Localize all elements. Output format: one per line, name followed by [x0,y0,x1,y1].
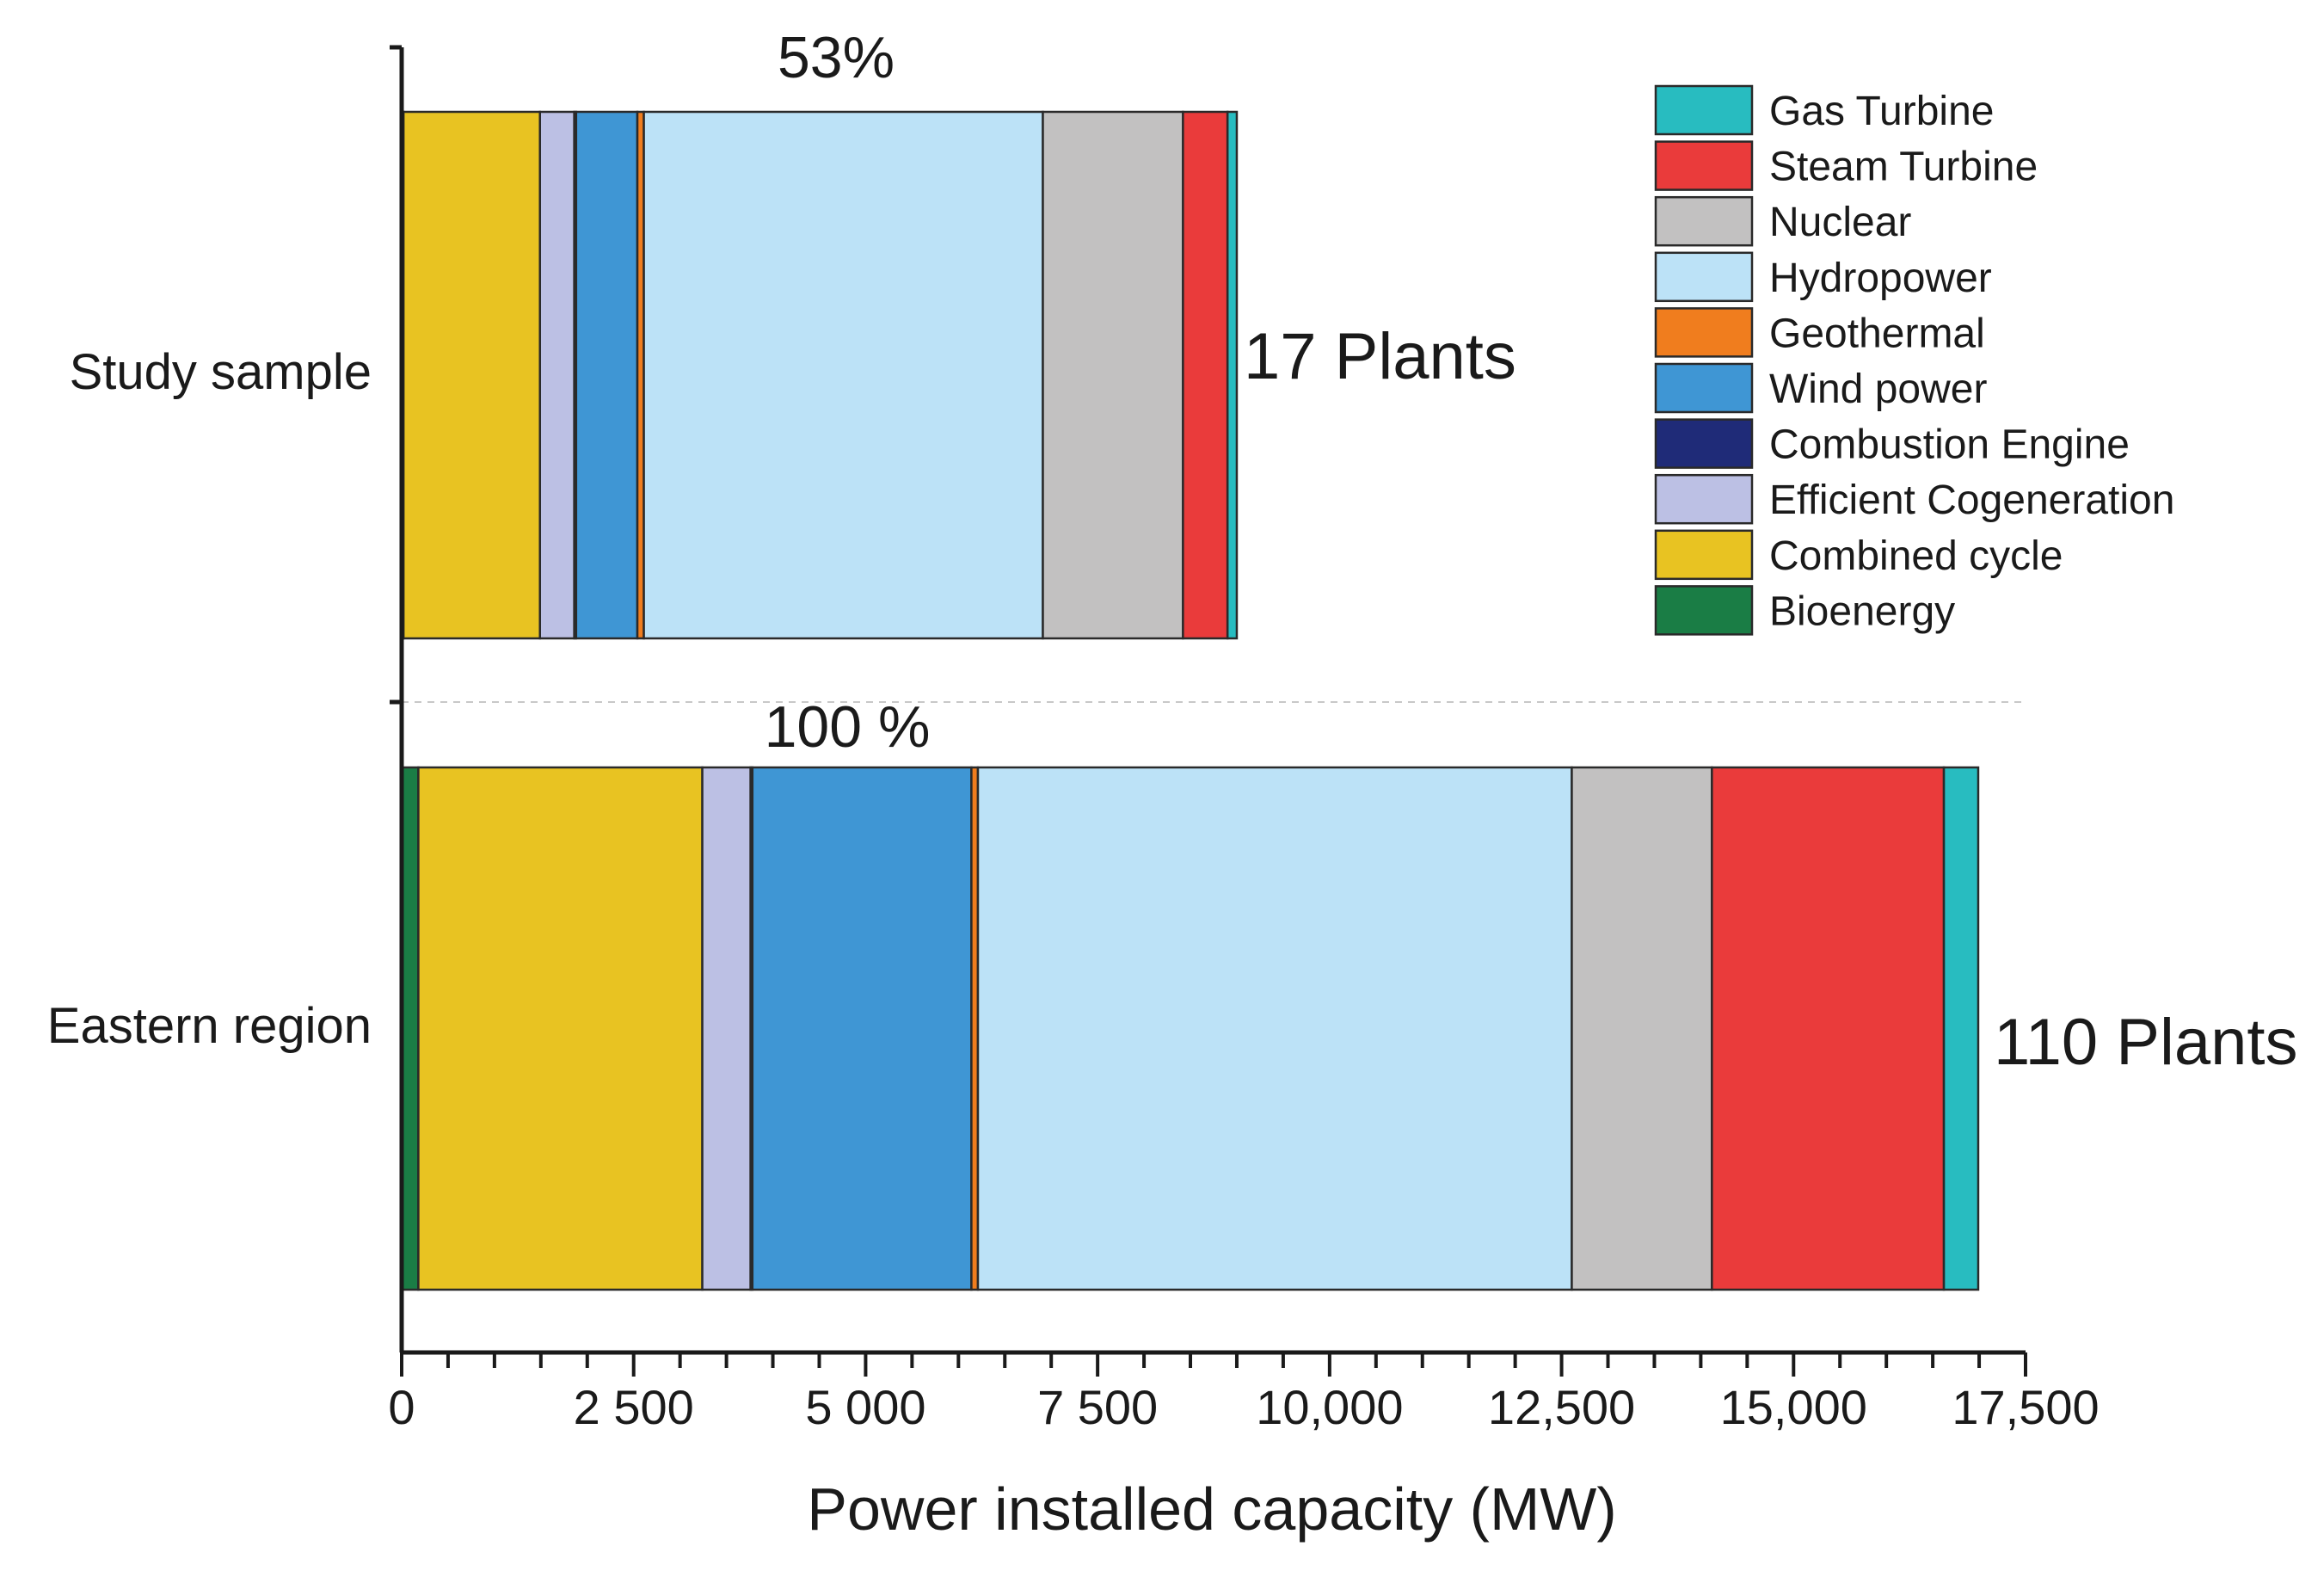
legend-label-gas-turbine: Gas Turbine [1769,89,1994,134]
bar-segment-eastern-region-gas-turbine [1942,766,1980,1291]
bar-segment-eastern-region-combined-cycle [417,766,704,1291]
legend: Gas Turbine Steam Turbine Nuclear Hydropowe… [1654,84,2174,636]
bar-segment-study-sample-combined-cycle [402,110,541,640]
x-tick-label: 15,000 [1720,1380,1867,1434]
legend-swatch-efficient-cogeneration [1654,473,1754,525]
bar-segment-study-sample-nuclear [1042,110,1184,640]
legend-label-combined-cycle: Combined cycle [1769,533,2063,579]
legend-label-bioenergy: Bioenergy [1769,588,1955,634]
share-label-study-sample: 53% [778,25,895,90]
legend-swatch-hydropower [1654,251,1754,303]
x-tick-label: 17,500 [1952,1380,2099,1434]
legend-swatch-nuclear [1654,195,1754,247]
legend-swatch-steam-turbine [1654,140,1754,191]
x-tick-label: 0 [388,1380,415,1434]
bar-segment-eastern-region-nuclear [1571,766,1713,1291]
bar-segment-study-sample-wind-power [575,110,639,640]
legend-swatch-combustion-engine [1654,418,1754,469]
plants-label-study-sample: 17 Plants [1244,320,1516,393]
bar-segment-eastern-region-wind-power [751,766,973,1291]
bars-layer [400,110,1980,1291]
x-tick-label: 10,000 [1256,1380,1403,1434]
bar-segment-study-sample-efficient-cogeneration [538,110,575,640]
share-label-eastern-region: 100 % [765,694,931,760]
legend-label-wind-power: Wind power [1769,367,1987,412]
bar-segment-study-sample-steam-turbine [1182,110,1229,640]
x-tick-label: 12,500 [1488,1380,1635,1434]
legend-swatch-wind-power [1654,362,1754,414]
category-label-eastern-region: Eastern region [47,998,372,1054]
axes-layer: Study sample Eastern region 0 2 500 5 000 7 5… [47,45,2100,1434]
legend-label-hydropower: Hydropower [1769,256,1992,301]
legend-label-steam-turbine: Steam Turbine [1769,145,2038,190]
x-axis-label: Power installed capacity (MW) [807,1476,1616,1543]
bar-segment-eastern-region-bioenergy [400,766,420,1291]
bar-segment-study-sample-gas-turbine [1226,110,1239,640]
plants-label-eastern-region: 110 Plants [1994,1006,2298,1079]
x-tick-label: 5 000 [805,1380,925,1434]
annotations-layer: 53% 17 Plants 100 % 110 Plants [765,25,2298,1079]
x-tick-label: 7 500 [1037,1380,1158,1434]
category-label-study-sample: Study sample [70,344,372,400]
legend-swatch-geothermal [1654,307,1754,358]
legend-swatch-combined-cycle [1654,529,1754,581]
legend-label-nuclear: Nuclear [1769,200,1911,245]
legend-label-combustion-engine: Combustion Engine [1769,422,2130,468]
bar-segment-eastern-region-steam-turbine [1711,766,1946,1291]
legend-swatch-gas-turbine [1654,84,1754,136]
bar-segment-study-sample-hydropower [642,110,1044,640]
legend-swatch-bioenergy [1654,585,1754,636]
legend-label-geothermal: Geothermal [1769,311,1985,356]
bar-segment-eastern-region-efficient-cogeneration [701,766,752,1291]
legend-label-efficient-cogeneration: Efficient Cogeneration [1769,477,2174,523]
bar-segment-eastern-region-hydropower [976,766,1573,1291]
x-tick-label: 2 500 [574,1380,694,1434]
